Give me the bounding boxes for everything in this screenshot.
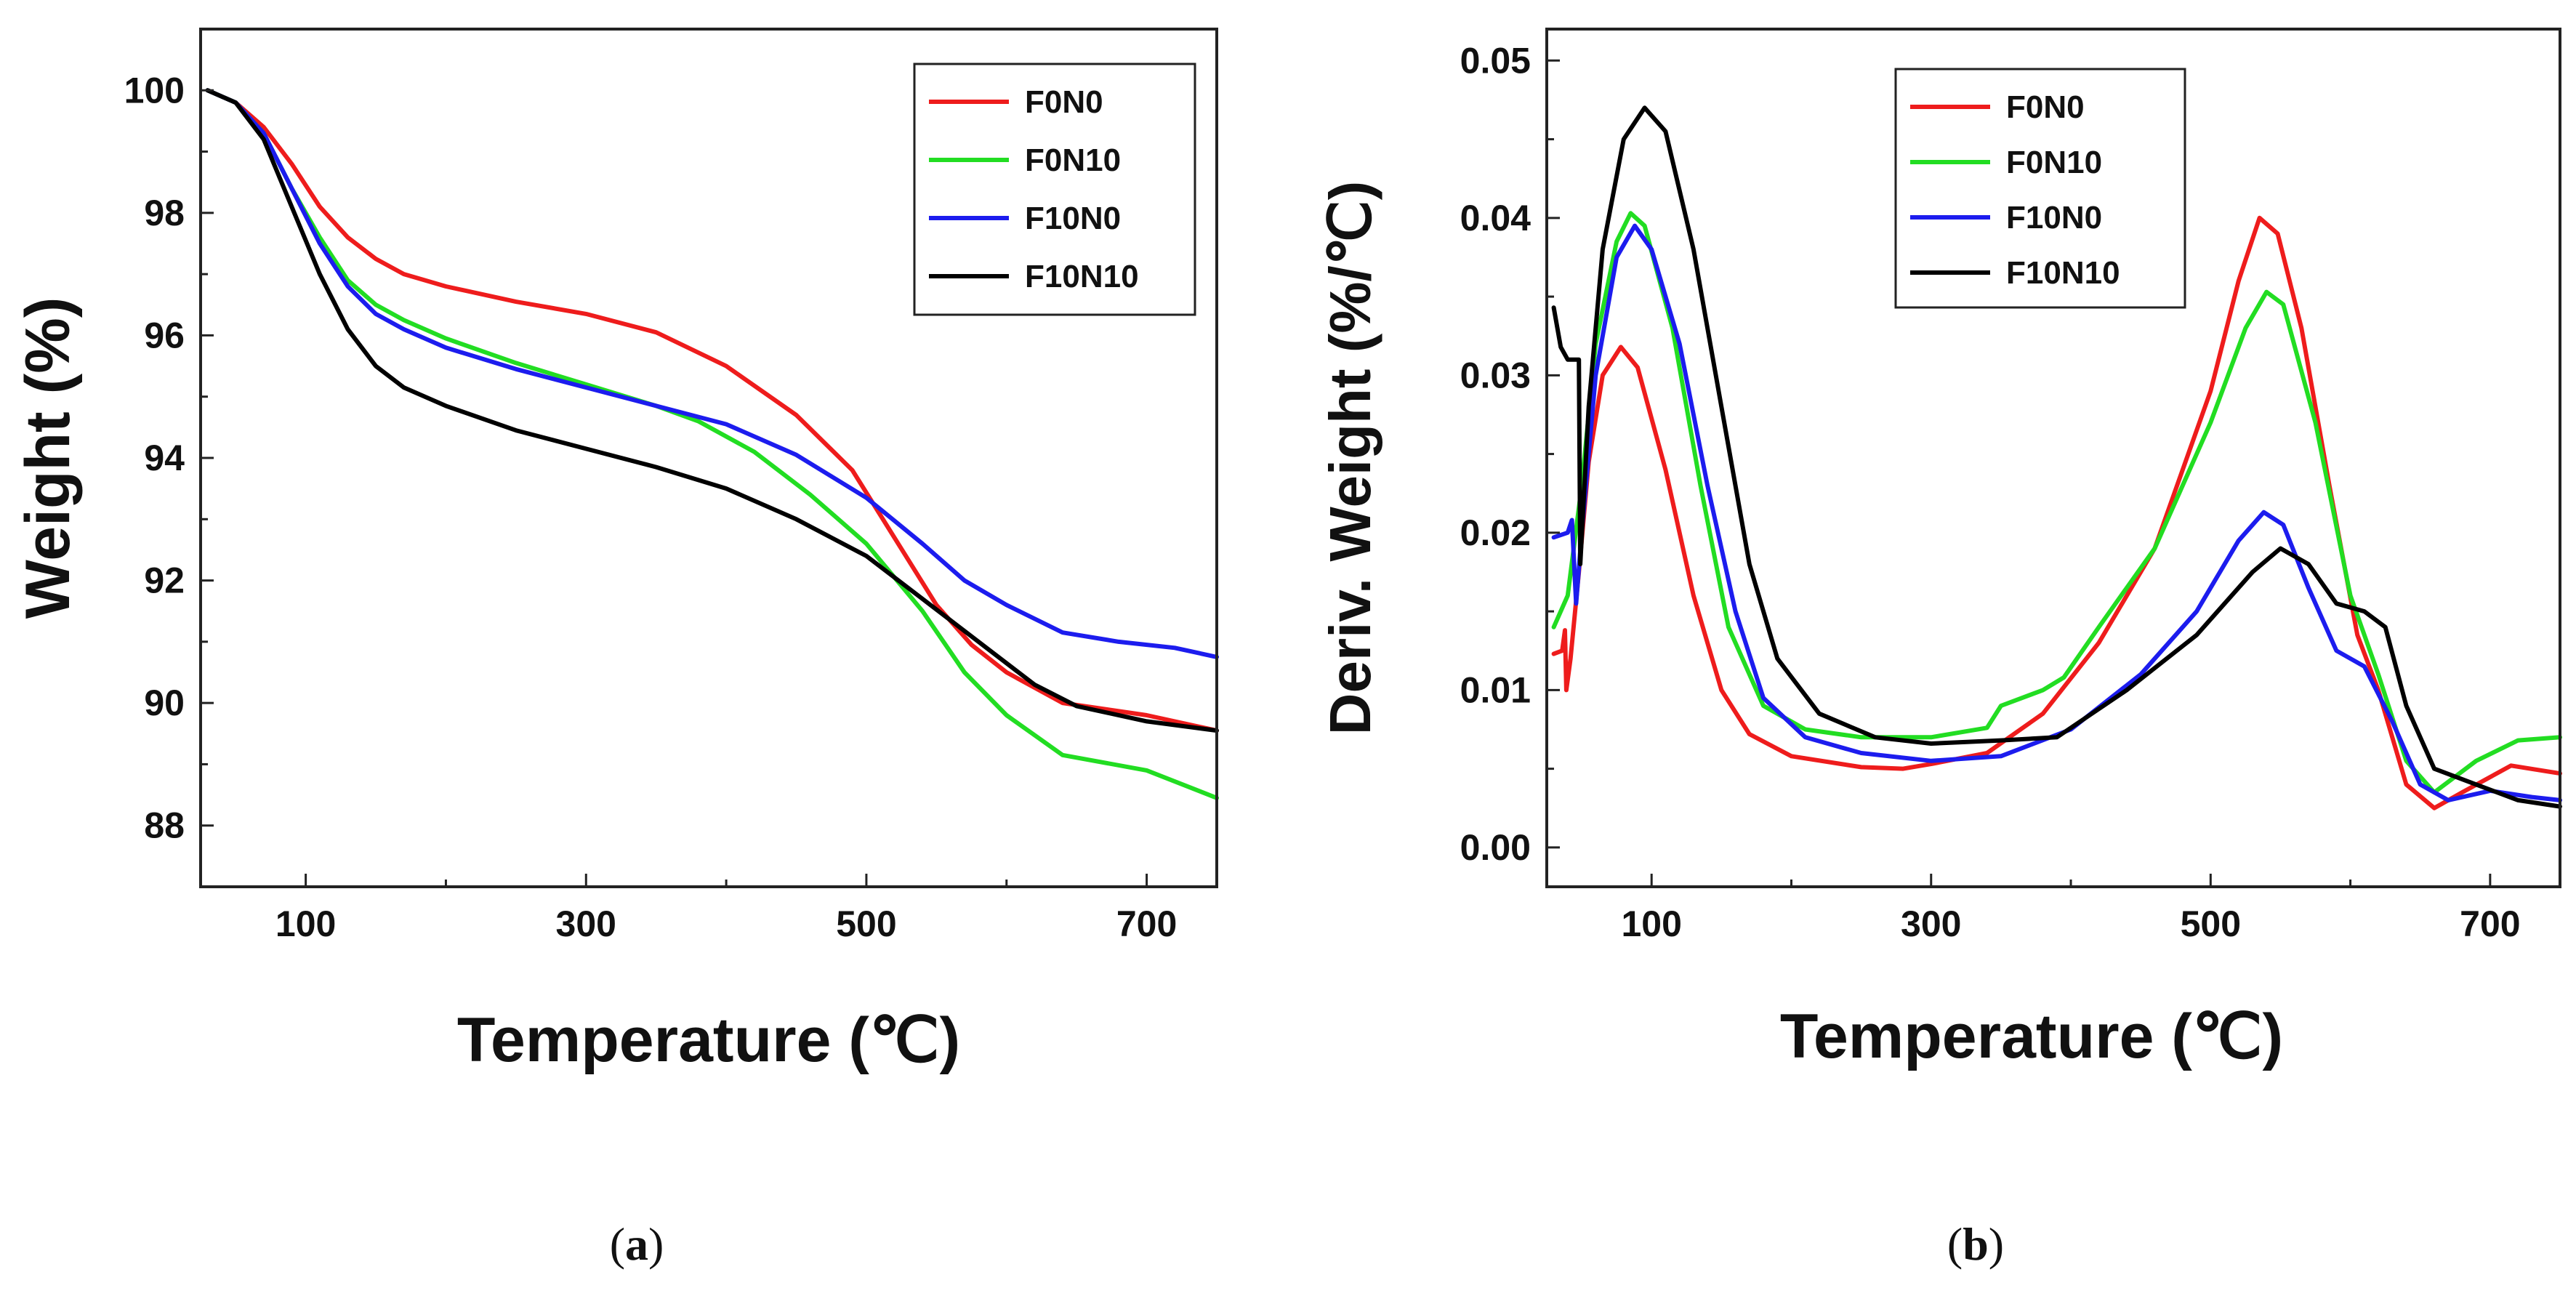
panel-b-x-tick-label: 700	[2460, 903, 2520, 944]
panel-a-ticks	[201, 28, 1148, 888]
panel-b-x-tick-label: 300	[1901, 903, 1961, 944]
panel-a-series-group	[205, 88, 1219, 800]
panel-b-series-group	[1551, 105, 2562, 810]
panel-a-y-tick-label: 96	[144, 315, 185, 355]
panel-b-y-tick-label: 0.01	[1460, 669, 1531, 710]
panel-b-series-line-f10n10	[1551, 105, 2562, 809]
panel-a-y-tick-label: 98	[144, 193, 185, 233]
panel-a-chart: 100 300 500 700 88 90 92 94 96 98 100 Temperature…	[13, 28, 1219, 1270]
panel-a-legend-box	[913, 63, 1196, 316]
panel-b-ticks	[1547, 59, 2492, 887]
panel-a-legend-label-f10n10: F10N10	[1025, 259, 1139, 294]
panel-a-legend-label-f0n0: F0N0	[1025, 84, 1103, 120]
panel-a-legend: F0N0 F0N10 F10N0 F10N10	[913, 63, 1196, 316]
panel-b-x-tick-label: 100	[1621, 903, 1681, 944]
panel-a-legend-label-f0n10: F0N10	[1025, 142, 1121, 178]
panel-a-label-letter: a	[625, 1218, 648, 1270]
panel-b-y-tick-labels: 0.00 0.01 0.02 0.03 0.04 0.05	[1460, 40, 1531, 868]
panel-b-x-tick-labels: 100 300 500 700	[1621, 903, 2520, 944]
panel-a-x-tick-label: 500	[836, 903, 896, 944]
panel-a-x-tick-label: 700	[1116, 903, 1177, 944]
panel-a-x-tick-labels: 100 300 500 700	[275, 903, 1177, 944]
panel-a-series-line-f10n0	[205, 88, 1219, 659]
panel-a-y-tick-label: 100	[124, 70, 185, 110]
panel-b-legend-label-f0n10: F0N10	[2006, 145, 2102, 180]
panel-a-y-tick-label: 94	[144, 438, 185, 478]
panel-a-x-axis-title: Temperature (℃)	[457, 1005, 960, 1075]
panel-b-label-letter: b	[1963, 1218, 1989, 1270]
panel-b-chart: 100 300 500 700 0.00 0.01 0.02 0.03 0.04 0.05 Te…	[1318, 28, 2562, 1270]
panel-b-x-tick-label: 500	[2181, 903, 2241, 944]
panel-b-legend-label-f10n10: F10N10	[2006, 255, 2120, 291]
panel-b-legend-label-f10n0: F10N0	[2006, 200, 2102, 236]
panel-b-y-tick-label: 0.03	[1460, 355, 1531, 395]
panel-a-label: (a)	[610, 1218, 664, 1270]
panel-a-y-axis-title: Weight (%)	[13, 297, 83, 619]
panel-a-y-tick-labels: 88 90 92 94 96 98 100	[124, 70, 185, 845]
panel-a-x-tick-label: 300	[556, 903, 616, 944]
panel-a-y-tick-label: 92	[144, 560, 185, 601]
panel-a-x-tick-label: 100	[275, 903, 336, 944]
panel-b-y-tick-label: 0.05	[1460, 40, 1531, 81]
panel-a-series-line-f0n0	[205, 88, 1219, 733]
panel-b-y-axis-title: Deriv. Weight (%/℃)	[1318, 181, 1382, 736]
panel-b-legend-label-f0n0: F0N0	[2006, 89, 2085, 125]
panel-b-y-tick-label: 0.00	[1460, 827, 1531, 868]
panel-a-y-tick-label: 88	[144, 805, 185, 846]
panel-b-series-line-f0n10	[1551, 211, 2562, 795]
panel-b-legend: F0N0 F0N10 F10N0 F10N10	[1894, 68, 2186, 309]
panel-b-y-tick-label: 0.02	[1460, 512, 1531, 553]
panel-b-label: (b)	[1947, 1218, 2004, 1270]
panel-a-y-tick-label: 90	[144, 683, 185, 723]
panel-b-x-axis-title: Temperature (℃)	[1780, 1002, 2283, 1071]
panel-a-legend-label-f10n0: F10N0	[1025, 201, 1121, 236]
panel-a-series-line-f10n10	[205, 88, 1219, 733]
panel-b-y-tick-label: 0.04	[1460, 198, 1531, 238]
panel-b-series-line-f10n0	[1551, 223, 2562, 802]
panel-b-plot-frame	[1545, 28, 2561, 888]
